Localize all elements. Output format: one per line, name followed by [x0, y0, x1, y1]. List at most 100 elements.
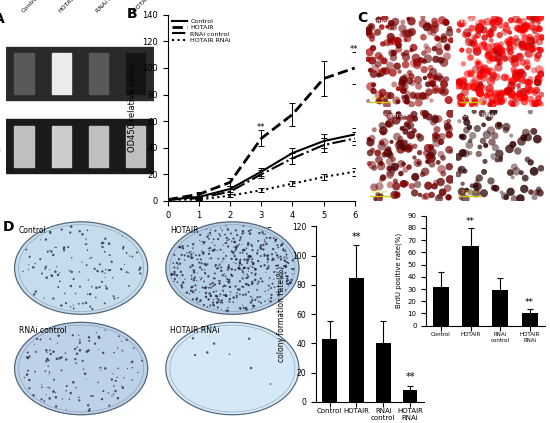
Point — [221, 292, 229, 299]
Point — [233, 290, 241, 297]
Point — [274, 289, 283, 296]
Text: A: A — [0, 12, 5, 26]
Point — [190, 288, 199, 295]
Point — [189, 335, 197, 342]
Point — [189, 267, 198, 274]
Point — [94, 379, 102, 386]
Point — [224, 277, 233, 283]
Point — [175, 244, 184, 250]
Point — [170, 278, 179, 285]
Point — [91, 294, 100, 301]
Point — [95, 284, 104, 291]
Point — [75, 339, 84, 346]
X-axis label: days: days — [250, 225, 273, 235]
Point — [81, 299, 90, 306]
Point — [211, 263, 219, 270]
Point — [126, 360, 135, 366]
Point — [168, 271, 177, 277]
Point — [270, 284, 279, 291]
Point — [30, 290, 39, 297]
Point — [173, 272, 182, 279]
Text: HOTAIR: HOTAIR — [0, 69, 1, 78]
Point — [268, 257, 277, 264]
HOTAIR RNAi — [227, 193, 233, 198]
Point — [254, 278, 263, 285]
Point — [213, 299, 222, 306]
Point — [185, 291, 194, 297]
Point — [282, 273, 291, 280]
Ellipse shape — [15, 222, 147, 314]
Point — [169, 260, 178, 266]
Point — [42, 236, 51, 243]
Point — [173, 259, 182, 266]
Point — [256, 253, 265, 259]
Point — [224, 264, 233, 271]
Point — [216, 233, 224, 239]
Point — [51, 244, 59, 251]
Point — [118, 233, 127, 239]
Point — [197, 275, 206, 282]
Ellipse shape — [166, 322, 299, 415]
Point — [206, 226, 215, 233]
Point — [200, 278, 208, 285]
Point — [20, 374, 29, 381]
Control — [164, 197, 171, 202]
Point — [60, 290, 69, 297]
Point — [42, 391, 51, 398]
Point — [92, 329, 101, 336]
Point — [281, 263, 290, 269]
Point — [183, 289, 191, 296]
Point — [74, 300, 83, 307]
Point — [118, 338, 127, 345]
Point — [177, 252, 186, 258]
Point — [229, 299, 238, 306]
Point — [187, 251, 196, 258]
Point — [282, 280, 291, 287]
Point — [201, 260, 210, 266]
Point — [242, 245, 251, 252]
Text: **: ** — [350, 45, 359, 54]
Point — [249, 305, 257, 312]
Point — [97, 367, 106, 374]
Text: **: ** — [525, 298, 534, 307]
Point — [229, 235, 238, 242]
Point — [78, 357, 87, 364]
Point — [82, 241, 91, 247]
Point — [253, 250, 262, 256]
Point — [221, 283, 230, 289]
Point — [217, 264, 226, 271]
Point — [278, 265, 287, 272]
Point — [239, 222, 248, 229]
Point — [202, 226, 211, 233]
Point — [272, 250, 280, 256]
Point — [53, 263, 62, 270]
Y-axis label: OD450 relative value: OD450 relative value — [128, 63, 137, 152]
Point — [104, 240, 113, 247]
Point — [253, 294, 262, 301]
Point — [251, 297, 260, 303]
Point — [83, 291, 92, 297]
Point — [188, 283, 196, 290]
Ellipse shape — [15, 322, 147, 415]
Point — [232, 255, 241, 262]
Point — [199, 249, 207, 256]
Point — [233, 242, 242, 249]
Point — [88, 305, 97, 312]
Y-axis label: colony formation rate(%): colony formation rate(%) — [277, 266, 287, 362]
Point — [255, 294, 264, 300]
Point — [274, 244, 283, 251]
Point — [195, 259, 204, 266]
Point — [252, 286, 261, 293]
Point — [218, 283, 227, 290]
Point — [93, 268, 102, 275]
Point — [248, 256, 257, 263]
Point — [254, 258, 262, 264]
Point — [288, 258, 297, 264]
Point — [266, 234, 274, 241]
Point — [87, 283, 96, 290]
Point — [30, 341, 39, 348]
Point — [54, 332, 63, 339]
Point — [206, 232, 215, 239]
Point — [40, 294, 48, 301]
Point — [277, 274, 285, 280]
